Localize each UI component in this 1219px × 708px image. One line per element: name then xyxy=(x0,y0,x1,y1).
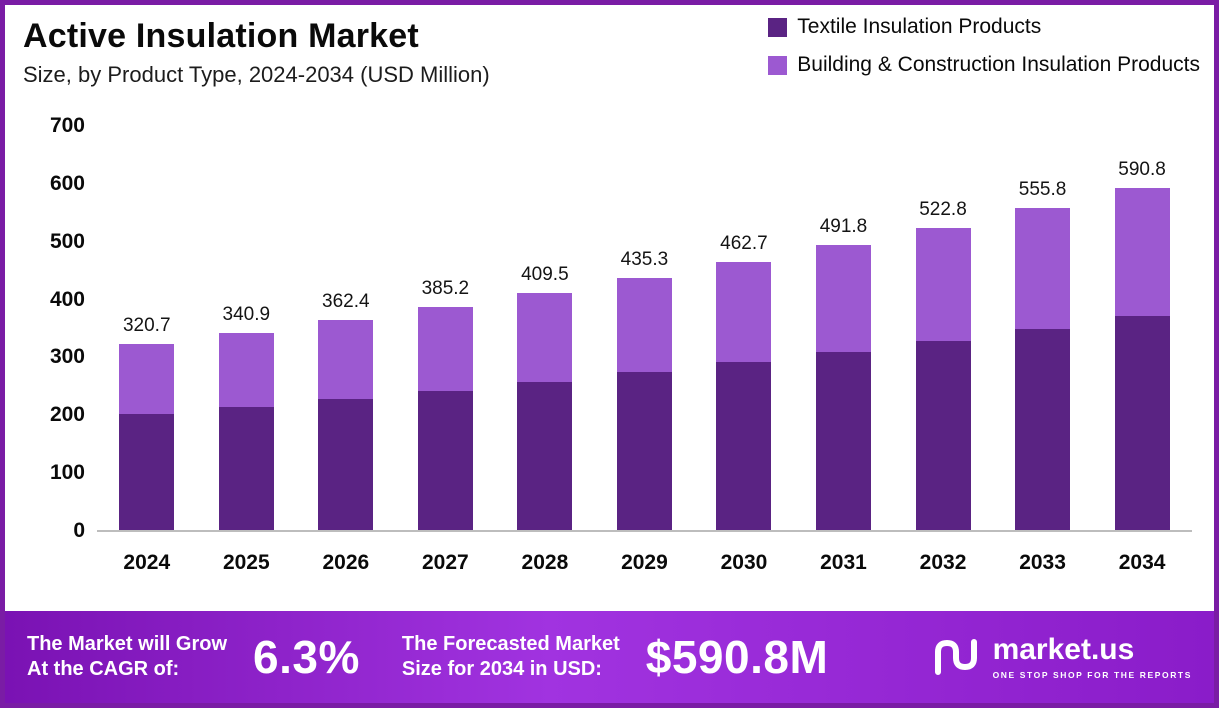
bar-2024: 320.7 xyxy=(119,127,175,530)
brand-name: market.us xyxy=(992,632,1135,666)
legend-swatch-building-icon xyxy=(768,55,788,75)
x-axis-label-2025: 2025 xyxy=(222,551,270,574)
y-tick-label: 600 xyxy=(49,171,85,195)
bar-segment-textile xyxy=(119,414,175,530)
bar-total-label: 491.8 xyxy=(819,216,868,238)
bar-segment-building xyxy=(1015,208,1071,329)
bar-segment-building xyxy=(1114,188,1170,316)
y-tick-label: 100 xyxy=(49,461,85,485)
bar-total-label: 522.8 xyxy=(919,198,967,220)
legend-item-building: Building & Construction Insulation Produ… xyxy=(768,53,1200,77)
bar-segment-textile xyxy=(1114,315,1170,530)
forecast-label: The Forecasted Market Size for 2034 in U… xyxy=(402,632,620,682)
stacked-bar-chart: 0 100 200 300 400 500 600 700 320.7 340.9 362.4 38… xyxy=(5,113,1214,613)
y-tick-label: 0 xyxy=(73,519,85,542)
x-axis-label-2034: 2034 xyxy=(1118,551,1166,574)
x-axis-labels: 2024 2025 2026 2027 2028 2029 2030 2031 2032 2033… xyxy=(97,551,1192,575)
bar-2026: 362.4 xyxy=(318,127,374,530)
chart-subtitle: Size, by Product Type, 2024-2034 (USD Mi… xyxy=(23,62,490,87)
x-axis-label-2032: 2032 xyxy=(919,551,967,574)
bar-2030: 462.7 xyxy=(716,127,772,530)
bar-segment-textile xyxy=(915,340,971,530)
bar-segment-building xyxy=(218,332,274,407)
bar-segment-textile xyxy=(318,398,374,530)
legend-label-textile: Textile Insulation Products xyxy=(797,15,1042,38)
bar-2027: 385.2 xyxy=(417,127,473,530)
bar-segment-building xyxy=(517,293,573,382)
chart-header: Active Insulation Market Size, by Produc… xyxy=(5,5,1214,113)
chart-legend: Textile Insulation Products Building & C… xyxy=(768,15,1200,77)
brand-logo: market.us ONE STOP SHOP FOR THE REPORTS xyxy=(933,632,1192,680)
bar-segment-textile xyxy=(616,372,672,530)
legend-swatch-textile-icon xyxy=(768,17,788,37)
bar-total-label: 555.8 xyxy=(1018,179,1067,201)
x-axis-label-2033: 2033 xyxy=(1019,551,1066,574)
forecast-label-line2: Size for 2034 in USD: xyxy=(401,658,602,680)
bars-container: 320.7 340.9 362.4 385.2 409.5 435.3 462.7 491.8… xyxy=(97,127,1192,530)
bar-segment-building xyxy=(815,245,871,352)
bar-total-label: 340.9 xyxy=(222,303,271,325)
cagr-value: 6.3% xyxy=(253,631,360,683)
bar-segment-building xyxy=(915,227,971,341)
x-axis-label-2027: 2027 xyxy=(422,551,469,574)
bar-total-label: 462.7 xyxy=(720,233,768,255)
y-axis: 0 100 200 300 400 500 600 700 xyxy=(17,114,85,542)
bar-segment-building xyxy=(119,344,175,415)
bar-segment-textile xyxy=(417,390,473,530)
y-tick-label: 200 xyxy=(49,403,85,427)
x-axis-label-2031: 2031 xyxy=(820,551,867,574)
footer-banner: The Market will Grow At the CAGR of: 6.3… xyxy=(5,611,1214,703)
bar-total-label: 409.5 xyxy=(521,264,569,286)
legend-label-building: Building & Construction Insulation Produ… xyxy=(797,53,1200,76)
bar-2034: 590.8 xyxy=(1114,127,1170,530)
y-tick-label: 300 xyxy=(49,345,85,369)
chart-title: Active Insulation Market xyxy=(23,17,419,55)
legend-item-textile: Textile Insulation Products xyxy=(768,15,1200,39)
bar-segment-textile xyxy=(1015,328,1071,530)
forecast-label-line1: The Forecasted Market xyxy=(401,633,620,655)
cagr-label-line1: The Market will Grow xyxy=(27,633,228,655)
x-axis-label-2030: 2030 xyxy=(720,551,768,574)
plot-area: 320.7 340.9 362.4 385.2 409.5 435.3 462.7 491.8… xyxy=(97,127,1192,532)
bar-2031: 491.8 xyxy=(815,127,871,530)
bar-total-label: 362.4 xyxy=(322,291,370,313)
bar-2025: 340.9 xyxy=(218,127,274,530)
cagr-label-line2: At the CAGR of: xyxy=(27,658,180,680)
bar-segment-textile xyxy=(517,381,573,530)
brand-text: market.us ONE STOP SHOP FOR THE REPORTS xyxy=(992,632,1192,680)
cagr-label: The Market will Grow At the CAGR of: xyxy=(27,632,227,682)
y-tick-label: 700 xyxy=(49,114,85,137)
bar-2028: 409.5 xyxy=(517,127,573,530)
bar-total-label: 590.8 xyxy=(1118,159,1166,181)
bar-2032: 522.8 xyxy=(915,127,971,530)
bar-segment-textile xyxy=(815,351,871,530)
bar-segment-building xyxy=(318,320,374,399)
market-us-logo-icon xyxy=(934,639,977,675)
bar-total-label: 320.7 xyxy=(122,315,171,337)
x-axis-label-2028: 2028 xyxy=(521,551,569,574)
y-tick-label: 500 xyxy=(49,229,85,253)
x-axis-label-2026: 2026 xyxy=(322,551,370,574)
bar-segment-building xyxy=(616,278,672,373)
x-axis-label-2024: 2024 xyxy=(123,551,171,574)
bar-2033: 555.8 xyxy=(1015,127,1071,530)
bar-2029: 435.3 xyxy=(616,127,672,530)
bar-segment-textile xyxy=(218,406,274,530)
bar-total-label: 385.2 xyxy=(421,278,470,300)
bar-segment-building xyxy=(716,262,772,363)
brand-tagline: ONE STOP SHOP FOR THE REPORTS xyxy=(992,669,1192,680)
forecast-value: $590.8M xyxy=(645,631,829,683)
x-axis-label-2029: 2029 xyxy=(621,551,668,574)
bar-segment-textile xyxy=(716,362,772,530)
y-tick-label: 400 xyxy=(49,287,85,311)
bar-segment-building xyxy=(417,307,473,391)
bar-total-label: 435.3 xyxy=(620,249,669,271)
